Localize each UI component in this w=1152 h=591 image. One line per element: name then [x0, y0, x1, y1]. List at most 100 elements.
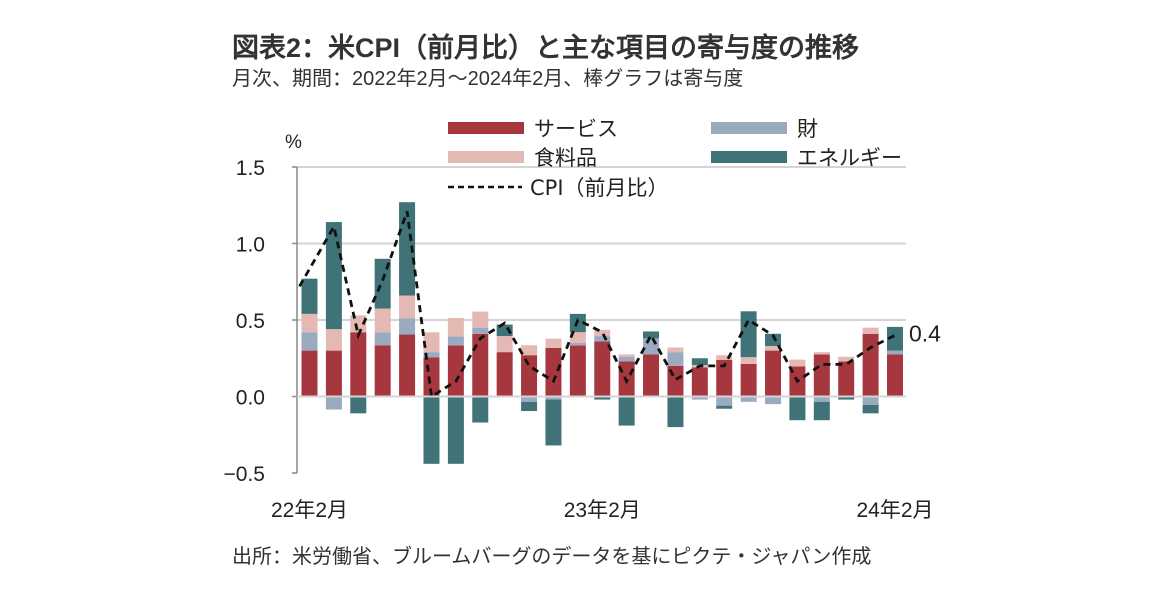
bar-services	[716, 359, 733, 397]
bar-group-2022-10	[496, 324, 513, 397]
bar-goods	[521, 396, 538, 402]
bar-energy	[447, 396, 464, 464]
x-tick-label: 23年2月	[564, 499, 641, 522]
y-axis: 1.5 1.0 0.5 0.0 −0.5	[224, 157, 298, 486]
bar-goods	[643, 338, 660, 355]
bar-services	[374, 345, 391, 397]
x-tick-label: 22年2月	[271, 499, 348, 522]
bar-group-2022-08	[447, 318, 464, 464]
bar-services	[521, 355, 538, 397]
bar-goods	[716, 396, 733, 406]
bar-group-2022-06	[399, 202, 416, 397]
bar-services	[447, 345, 464, 397]
bar-group-2022-02	[301, 278, 318, 397]
bar-group-2023-10	[789, 359, 806, 421]
bar-energy	[838, 396, 855, 400]
bar-energy	[472, 396, 489, 423]
bar-energy	[423, 396, 440, 464]
legend-label-food: 食料品	[534, 146, 597, 170]
bar-services	[545, 347, 562, 397]
bar-food	[325, 329, 342, 351]
bar-goods	[765, 396, 782, 405]
bar-group-2023-08	[740, 311, 757, 402]
bar-goods	[813, 396, 830, 402]
legend-swatch-food	[448, 151, 524, 163]
bar-food	[374, 308, 391, 333]
bar-food	[350, 315, 367, 333]
chart-subtitle: 月次、期間：2022年2月～2024年2月、棒グラフは寄与度	[232, 68, 744, 90]
bar-energy	[716, 405, 733, 409]
y-tick-label: 0.5	[236, 310, 265, 333]
legend-swatch-energy	[711, 151, 787, 163]
y-tick-label: 1.0	[236, 234, 265, 257]
bar-services	[643, 354, 660, 397]
bar-food	[813, 352, 830, 355]
bar-food	[765, 346, 782, 351]
bar-services	[350, 332, 367, 397]
bar-food	[789, 359, 806, 367]
bar-group-2023-04	[643, 331, 660, 397]
bar-goods	[325, 396, 342, 410]
bar-food	[447, 318, 464, 337]
y-tick-label: −0.5	[224, 463, 265, 486]
bar-food	[618, 354, 635, 357]
legend-label-cpi: CPI（前月比）	[530, 176, 669, 200]
bar-services	[399, 334, 416, 397]
bar-energy	[765, 333, 782, 347]
bar-group-2024-02	[887, 326, 903, 397]
bar-food	[521, 345, 538, 356]
bar-goods	[447, 336, 464, 346]
bar-services	[301, 350, 318, 397]
cpi-line-layer	[298, 210, 896, 399]
bar-food	[301, 313, 318, 333]
bar-food	[496, 336, 513, 353]
bar-group-2023-03	[618, 354, 635, 426]
bar-services	[838, 361, 855, 397]
bar-services	[496, 352, 513, 397]
bar-goods	[740, 396, 757, 402]
bar-food	[667, 347, 684, 353]
bar-energy	[350, 396, 367, 414]
bar-group-2023-07	[716, 355, 733, 409]
bar-food	[472, 311, 489, 328]
bar-goods	[545, 396, 562, 400]
bar-group-2022-07	[423, 332, 440, 464]
bar-energy	[301, 278, 318, 314]
bar-goods	[667, 352, 684, 366]
bar-group-2024-01	[862, 327, 879, 414]
bar-services	[594, 341, 611, 397]
bar-group-2023-06	[691, 358, 708, 400]
legend-label-energy: エネルギー	[797, 146, 902, 170]
bar-energy	[667, 396, 684, 428]
bar-energy	[496, 324, 513, 337]
bar-energy	[643, 331, 660, 339]
bar-food	[399, 295, 416, 319]
bar-services	[887, 354, 903, 397]
bar-services	[765, 350, 782, 397]
bar-goods	[301, 332, 318, 351]
bar-group-2022-05	[374, 258, 391, 397]
bar-group-2022-11	[521, 345, 538, 412]
bar-group-2023-02	[594, 329, 611, 400]
bar-goods	[423, 352, 440, 358]
bar-services	[325, 350, 342, 397]
bar-group-2023-05	[667, 347, 684, 428]
legend-swatch-goods	[711, 122, 787, 134]
bar-energy	[789, 396, 806, 421]
bar-group-2023-11	[813, 352, 830, 421]
bar-food	[423, 332, 440, 353]
bar-food	[740, 357, 757, 364]
bar-group-2023-01	[569, 313, 586, 397]
bar-energy	[545, 399, 562, 446]
bar-goods	[887, 350, 903, 355]
cpi-line	[298, 210, 896, 399]
bar-group-2022-04	[350, 315, 367, 414]
bar-food	[594, 329, 611, 337]
bar-services	[813, 354, 830, 397]
y-tick-label: 0.0	[236, 387, 265, 410]
bar-energy	[862, 404, 879, 414]
bar-group-2022-03	[325, 222, 342, 410]
bar-energy	[399, 202, 416, 296]
bar-energy	[887, 326, 903, 351]
